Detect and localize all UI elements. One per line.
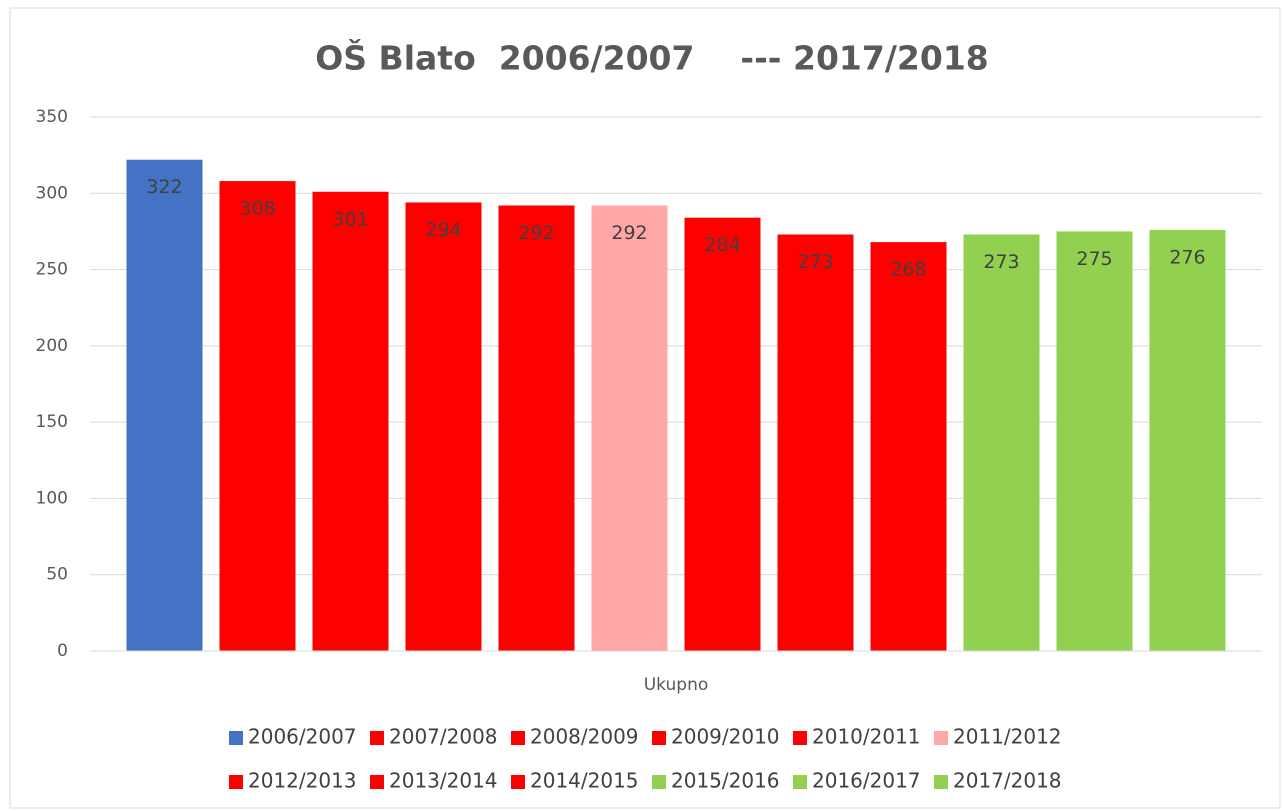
y-tick-label: 300 xyxy=(36,183,68,203)
data-label: 273 xyxy=(983,251,1019,273)
y-tick-label: 0 xyxy=(57,641,68,661)
data-label: 268 xyxy=(890,259,926,281)
x-tick-label: Ukupno xyxy=(644,675,709,695)
legend-swatch xyxy=(793,731,807,745)
data-label: 273 xyxy=(797,251,833,273)
data-label: 308 xyxy=(239,198,275,220)
data-label: 276 xyxy=(1169,246,1205,268)
legend-swatch xyxy=(229,731,243,745)
bar xyxy=(963,234,1040,652)
bar xyxy=(1149,229,1226,651)
bar xyxy=(405,202,482,651)
bar xyxy=(126,159,203,651)
bar xyxy=(870,242,947,651)
legend-swatch xyxy=(934,731,948,745)
legend-label: 2016/2017 xyxy=(812,769,921,793)
data-label: 292 xyxy=(611,222,647,244)
data-label: 292 xyxy=(518,222,554,244)
legend-label: 2007/2008 xyxy=(389,725,498,749)
y-tick-label: 250 xyxy=(36,260,68,280)
data-label: 284 xyxy=(704,234,740,256)
legend-label: 2010/2011 xyxy=(812,725,921,749)
legend-label: 2013/2014 xyxy=(389,769,498,793)
legend-swatch xyxy=(652,775,666,789)
bar xyxy=(1056,231,1133,651)
data-label: 301 xyxy=(332,208,368,230)
bar xyxy=(684,217,761,651)
legend-label: 2006/2007 xyxy=(248,725,357,749)
legend-label: 2014/2015 xyxy=(530,769,639,793)
y-tick-label: 100 xyxy=(36,488,68,508)
legend-swatch xyxy=(511,731,525,745)
legend-swatch xyxy=(652,731,666,745)
y-tick-label: 350 xyxy=(36,107,68,127)
legend-swatch xyxy=(511,775,525,789)
legend-swatch xyxy=(793,775,807,789)
legend-swatch xyxy=(370,731,384,745)
y-tick-label: 50 xyxy=(46,565,68,585)
bar xyxy=(498,205,575,651)
legend-swatch xyxy=(229,775,243,789)
legend-label: 2012/2013 xyxy=(248,769,357,793)
legend-label: 2017/2018 xyxy=(953,769,1062,793)
bar xyxy=(312,191,389,651)
y-tick-label: 150 xyxy=(36,412,68,432)
legend-label: 2015/2016 xyxy=(671,769,780,793)
data-label: 275 xyxy=(1076,248,1112,270)
legend-swatch xyxy=(370,775,384,789)
legend-swatch xyxy=(934,775,948,789)
bar xyxy=(777,234,854,652)
legend-label: 2008/2009 xyxy=(530,725,639,749)
chart-title: OŠ Blato 2006/2007 --- 2017/2018 xyxy=(315,38,989,78)
legend-label: 2011/2012 xyxy=(953,725,1062,749)
bar xyxy=(219,181,296,651)
data-label: 294 xyxy=(425,219,461,241)
bar xyxy=(591,205,668,651)
legend-label: 2009/2010 xyxy=(671,725,780,749)
data-label: 322 xyxy=(146,176,182,198)
y-tick-label: 200 xyxy=(36,336,68,356)
